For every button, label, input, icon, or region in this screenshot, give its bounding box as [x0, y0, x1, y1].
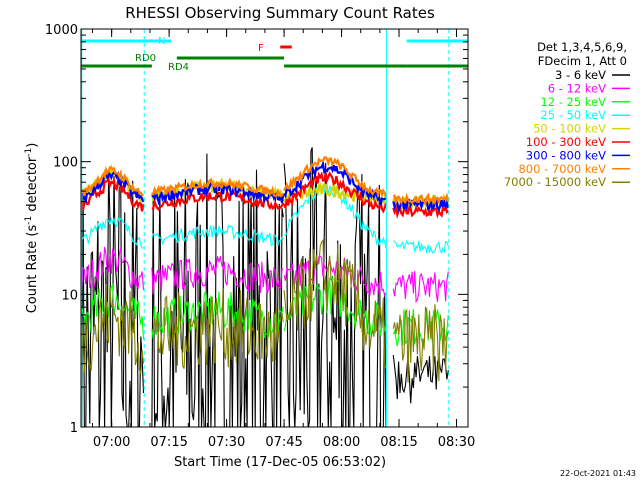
orbit-label-n: N	[158, 36, 165, 47]
legend-entry-label: 25 - 50 keV	[540, 108, 606, 122]
y-tick-label: 1000	[45, 23, 78, 38]
legend-entry-label: 3 - 6 keV	[555, 68, 606, 82]
plot-frame	[80, 28, 469, 428]
y-tick-label: 100	[53, 156, 78, 171]
legend-entry-label: 7000 - 15000 keV	[504, 175, 606, 189]
x-axis: 07:00 07:15 07:30 07:45 08:00 08:15 08:30	[91, 29, 475, 450]
orbit-label-rd4: RD4	[168, 62, 189, 73]
series-line-7	[81, 156, 450, 207]
y-axis-label: Count Rate (s-1 detector-1)	[24, 143, 40, 314]
legend-header-2: FDecim 1, Att 0	[538, 54, 627, 68]
legend: Det 1,3,4,5,6,9, FDecim 1, Att 0 3 - 6 k…	[504, 40, 630, 189]
series-line-0	[81, 147, 449, 427]
x-tick-label: 07:45	[265, 435, 302, 450]
legend-entry-label: 800 - 7000 keV	[518, 162, 606, 176]
chart-title: RHESSI Observing Summary Count Rates	[125, 4, 435, 22]
series-line-5	[81, 171, 450, 219]
x-tick-label: 07:15	[150, 435, 187, 450]
x-tick-label: 08:00	[323, 435, 360, 450]
x-tick-label: 07:00	[93, 435, 130, 450]
series-layer	[81, 147, 450, 427]
legend-entry-label: 6 - 12 keV	[548, 81, 606, 95]
legend-entry-label: 300 - 800 keV	[526, 148, 606, 162]
orbit-label-f: F	[258, 43, 264, 54]
y-tick-label: 10	[61, 288, 78, 303]
legend-entry-label: 12 - 25 keV	[540, 95, 606, 109]
x-axis-label: Start Time (17-Dec-05 06:53:02)	[174, 455, 386, 470]
legend-entry-label: 50 - 100 keV	[533, 122, 606, 136]
legend-entry-label: 100 - 300 keV	[526, 135, 606, 149]
y-axis: 1 10 100 1000	[45, 23, 468, 436]
series-line-3	[81, 182, 449, 254]
x-tick-label: 07:30	[208, 435, 245, 450]
series-line-8	[81, 239, 449, 383]
y-tick-label: 1	[70, 421, 78, 436]
legend-header-1: Det 1,3,4,5,6,9,	[537, 40, 627, 54]
generated-timestamp: 22-Oct-2021 01:43	[560, 469, 636, 478]
orbit-label-rd0: RD0	[135, 53, 156, 64]
x-tick-label: 08:30	[438, 435, 475, 450]
series-line-1	[81, 246, 449, 304]
x-tick-label: 08:15	[380, 435, 417, 450]
